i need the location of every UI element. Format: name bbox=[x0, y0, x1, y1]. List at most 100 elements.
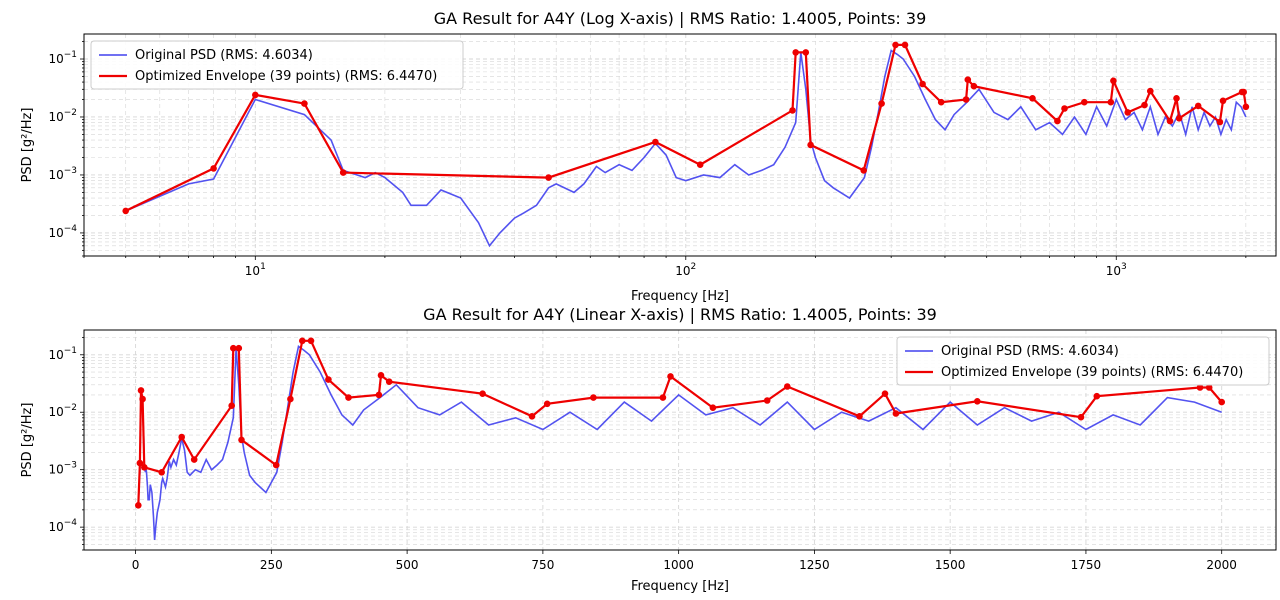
legend-label-envelope: Optimized Envelope (39 points) (RMS: 6.4… bbox=[135, 69, 437, 84]
y-tick-label: 10−2 bbox=[48, 108, 77, 124]
x-tick-label: 1500 bbox=[935, 558, 966, 572]
envelope-point bbox=[892, 410, 900, 417]
log-x-axis-chart: GA Result for A4Y (Log X-axis) | RMS Rat… bbox=[20, 9, 1277, 304]
envelope-point bbox=[784, 383, 791, 390]
envelope-point bbox=[122, 207, 129, 215]
envelope-point bbox=[301, 100, 308, 107]
envelope-point bbox=[659, 394, 667, 401]
envelope-point bbox=[937, 98, 945, 106]
chart-title: GA Result for A4Y (Linear X-axis) | RMS … bbox=[423, 305, 937, 324]
envelope-point bbox=[543, 400, 551, 408]
x-tick-label: 1250 bbox=[799, 558, 830, 572]
envelope-point bbox=[528, 413, 536, 420]
envelope-point bbox=[299, 337, 306, 345]
x-tick-label: 0 bbox=[132, 558, 140, 572]
chart-title: GA Result for A4Y (Log X-axis) | RMS Rat… bbox=[434, 9, 927, 28]
envelope-point bbox=[970, 82, 978, 90]
envelope-point bbox=[190, 456, 198, 463]
envelope-point bbox=[235, 344, 243, 352]
envelope-point bbox=[479, 390, 486, 398]
envelope-point bbox=[789, 107, 796, 114]
y-axis-label: PSD [g²/Hz] bbox=[20, 403, 35, 478]
legend: Original PSD (RMS: 4.6034) Optimized Enve… bbox=[896, 336, 1270, 386]
envelope-point bbox=[881, 390, 889, 398]
envelope-point bbox=[228, 402, 235, 410]
x-axis-label: Frequency [Hz] bbox=[631, 579, 729, 594]
envelope-point bbox=[860, 167, 867, 174]
envelope-point bbox=[878, 100, 885, 107]
envelope-point bbox=[1166, 117, 1174, 125]
envelope-point bbox=[141, 464, 148, 471]
envelope-point bbox=[1077, 413, 1085, 421]
y-tick-label: 10−4 bbox=[48, 224, 77, 240]
envelope-point bbox=[1110, 77, 1117, 85]
envelope-point bbox=[1061, 105, 1068, 112]
envelope-point bbox=[1196, 384, 1204, 391]
y-tick-label: 10−4 bbox=[48, 518, 77, 534]
envelope-point bbox=[1054, 117, 1061, 125]
envelope-point bbox=[1242, 103, 1250, 111]
envelope-point bbox=[252, 91, 259, 99]
envelope-point bbox=[590, 394, 597, 401]
envelope-point bbox=[178, 433, 185, 441]
legend-frame bbox=[90, 40, 464, 90]
envelope-point bbox=[1081, 98, 1088, 106]
envelope-point bbox=[802, 49, 810, 56]
original-psd-line bbox=[137, 345, 1222, 540]
envelope-point bbox=[901, 41, 909, 49]
envelope-point bbox=[667, 373, 674, 380]
envelope-point bbox=[158, 469, 165, 476]
x-tick-label: 500 bbox=[396, 558, 419, 572]
legend-frame bbox=[896, 336, 1270, 386]
x-tick-label: 101 bbox=[245, 262, 266, 278]
original-psd-line bbox=[125, 49, 1247, 248]
envelope-point bbox=[696, 161, 704, 168]
y-tick-label: 10−3 bbox=[48, 461, 77, 477]
envelope-point bbox=[1147, 87, 1154, 95]
legend-label-original: Original PSD (RMS: 4.6034) bbox=[135, 48, 313, 63]
envelope-point bbox=[807, 141, 814, 149]
envelope-point bbox=[210, 165, 217, 172]
envelope-point bbox=[1216, 118, 1224, 126]
envelope-point bbox=[135, 502, 142, 509]
envelope-point bbox=[792, 49, 799, 56]
envelope-point bbox=[325, 376, 332, 383]
x-tick-label: 250 bbox=[260, 558, 283, 572]
envelope-point bbox=[763, 397, 771, 404]
x-tick-label: 1000 bbox=[663, 558, 694, 572]
envelope-point bbox=[1205, 384, 1213, 391]
envelope-point bbox=[1029, 95, 1036, 102]
envelope-point bbox=[272, 461, 280, 469]
envelope-point bbox=[139, 395, 146, 403]
x-tick-label: 103 bbox=[1106, 262, 1127, 278]
envelope-point bbox=[1141, 101, 1148, 109]
envelope-point bbox=[1194, 102, 1202, 110]
x-axis-label: Frequency [Hz] bbox=[631, 289, 729, 304]
envelope-point bbox=[962, 96, 970, 103]
y-tick-label: 10−3 bbox=[48, 166, 77, 182]
plot-frame bbox=[83, 329, 1277, 551]
envelope-point bbox=[377, 372, 385, 379]
legend-label-original: Original PSD (RMS: 4.6034) bbox=[941, 344, 1119, 359]
envelope-point bbox=[238, 436, 245, 444]
envelope-point bbox=[892, 41, 899, 49]
linear-x-axis-chart: GA Result for A4Y (Linear X-axis) | RMS … bbox=[20, 305, 1277, 594]
envelope-point bbox=[1219, 97, 1227, 105]
envelope-point bbox=[974, 398, 981, 405]
legend: Original PSD (RMS: 4.6034) Optimized Enve… bbox=[90, 40, 464, 90]
x-tick-label: 1750 bbox=[1071, 558, 1102, 572]
y-axis-label: PSD [g²/Hz] bbox=[20, 108, 35, 183]
envelope-point bbox=[856, 413, 863, 420]
envelope-point bbox=[1124, 109, 1131, 116]
x-tick-label: 102 bbox=[675, 262, 696, 278]
envelope-point bbox=[137, 387, 145, 394]
envelope-point bbox=[1173, 95, 1180, 102]
envelope-point bbox=[136, 459, 144, 467]
envelope-point bbox=[1240, 88, 1247, 96]
envelope-point bbox=[287, 395, 294, 403]
envelope-point bbox=[919, 80, 926, 88]
envelope-point bbox=[345, 394, 352, 401]
plot-frame bbox=[83, 33, 1277, 257]
envelope-point bbox=[964, 76, 972, 83]
